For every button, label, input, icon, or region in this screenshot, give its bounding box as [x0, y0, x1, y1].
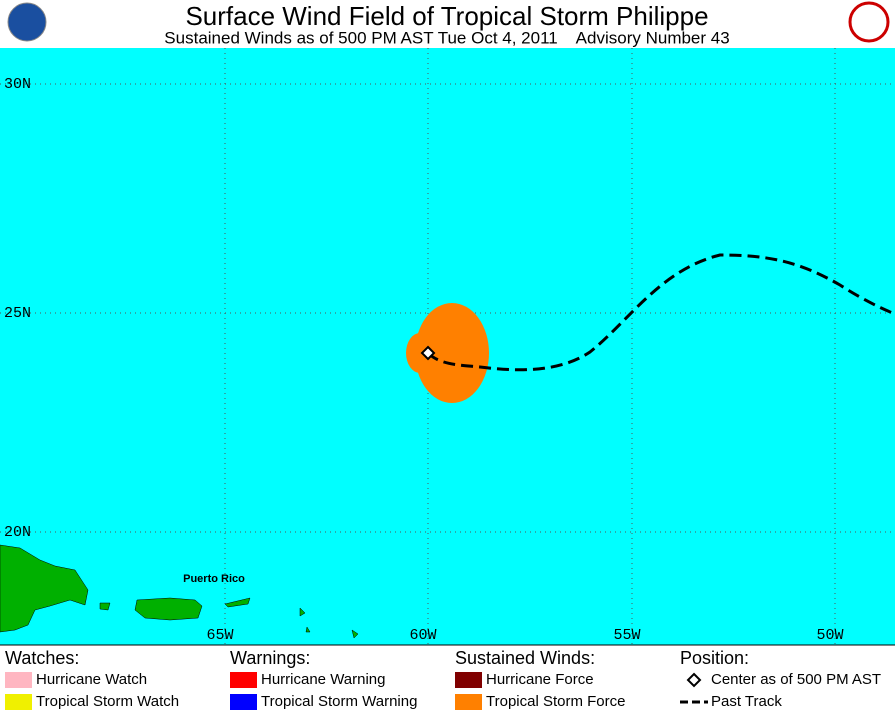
legend-item: Tropical Storm Warning — [261, 693, 417, 710]
swatch — [5, 694, 32, 710]
lat-label: 20N — [4, 524, 31, 541]
legend-heading: Warnings: — [230, 648, 310, 668]
lon-label: 50W — [816, 627, 843, 644]
legend: Watches: Hurricane Watch Tropical Storm … — [5, 648, 881, 710]
place-label: Puerto Rico — [183, 573, 245, 585]
past-track — [426, 253, 895, 372]
hispaniola — [0, 544, 89, 633]
center-symbol — [686, 672, 702, 688]
title: Surface Wind Field of Tropical Storm Phi… — [185, 1, 708, 31]
legend-item: Hurricane Warning — [261, 671, 386, 688]
header: Surface Wind Field of Tropical Storm Phi… — [7, 1, 890, 47]
tropical-storm-wind-field — [415, 303, 489, 403]
tropical-storm-wind-field — [406, 333, 434, 373]
lat-label: 25N — [4, 305, 31, 322]
legend-item: Hurricane Force — [486, 671, 594, 688]
map: Puerto Rico 30N 25N 20N 65W 60W 55W 50W — [0, 48, 895, 645]
lon-label: 55W — [613, 627, 640, 644]
legend-item: Tropical Storm Force — [486, 693, 625, 710]
lat-label: 30N — [4, 76, 31, 93]
legend-heading: Watches: — [5, 648, 79, 668]
swatch — [230, 694, 257, 710]
legend-heading: Position: — [680, 648, 749, 668]
subtitle: Sustained Winds as of 500 PM AST Tue Oct… — [164, 28, 729, 47]
legend-item: Tropical Storm Watch — [36, 693, 179, 710]
noaa-logo — [7, 2, 47, 42]
nws-logo — [848, 1, 890, 43]
legend-item: Center as of 500 PM AST — [711, 671, 881, 688]
swatch — [455, 672, 482, 688]
islands — [99, 597, 359, 639]
legend-heading: Sustained Winds: — [455, 648, 595, 668]
legend-item: Past Track — [711, 693, 782, 710]
swatch — [5, 672, 32, 688]
puerto-rico — [134, 597, 203, 621]
lon-label: 65W — [206, 627, 233, 644]
storm-center — [420, 345, 436, 361]
swatch — [455, 694, 482, 710]
lon-label: 60W — [409, 627, 436, 644]
legend-item: Hurricane Watch — [36, 671, 147, 688]
swatch — [230, 672, 257, 688]
